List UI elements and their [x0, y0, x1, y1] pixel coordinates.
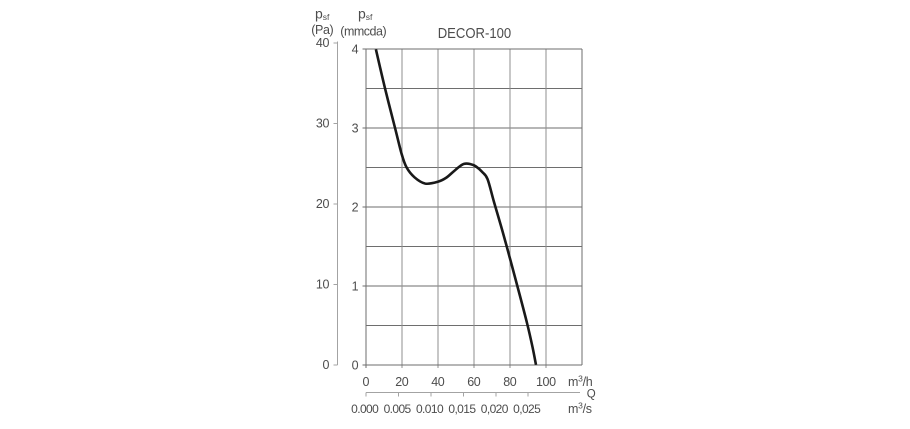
- svg-text:(Pa): (Pa): [311, 23, 333, 37]
- svg-text:0: 0: [363, 375, 370, 389]
- svg-text:Q: Q: [587, 388, 596, 400]
- svg-text:0.005: 0.005: [384, 402, 412, 416]
- svg-text:0,020: 0,020: [481, 402, 509, 416]
- svg-text:3: 3: [352, 121, 359, 135]
- svg-text:m3/s: m3/s: [568, 401, 592, 417]
- svg-text:0,025: 0,025: [513, 402, 541, 416]
- svg-text:2: 2: [352, 200, 359, 214]
- svg-text:100: 100: [536, 375, 556, 389]
- svg-text:10: 10: [316, 278, 330, 292]
- svg-text:(mmcda): (mmcda): [340, 24, 386, 38]
- svg-text:0.010: 0.010: [416, 402, 444, 416]
- svg-text:1: 1: [352, 279, 359, 293]
- svg-text:0: 0: [352, 358, 359, 372]
- svg-text:80: 80: [503, 375, 517, 389]
- svg-text:4: 4: [352, 42, 359, 56]
- svg-text:40: 40: [316, 36, 330, 50]
- svg-text:30: 30: [316, 117, 330, 131]
- svg-text:m3/h: m3/h: [568, 374, 593, 390]
- svg-text:20: 20: [316, 197, 330, 211]
- svg-text:40: 40: [431, 375, 445, 389]
- svg-text:0,015: 0,015: [448, 402, 476, 416]
- svg-text:0: 0: [322, 358, 329, 372]
- svg-text:60: 60: [467, 375, 481, 389]
- svg-text:0.000: 0.000: [351, 402, 379, 416]
- svg-text:20: 20: [395, 375, 409, 389]
- svg-text:DECOR-100: DECOR-100: [438, 26, 512, 42]
